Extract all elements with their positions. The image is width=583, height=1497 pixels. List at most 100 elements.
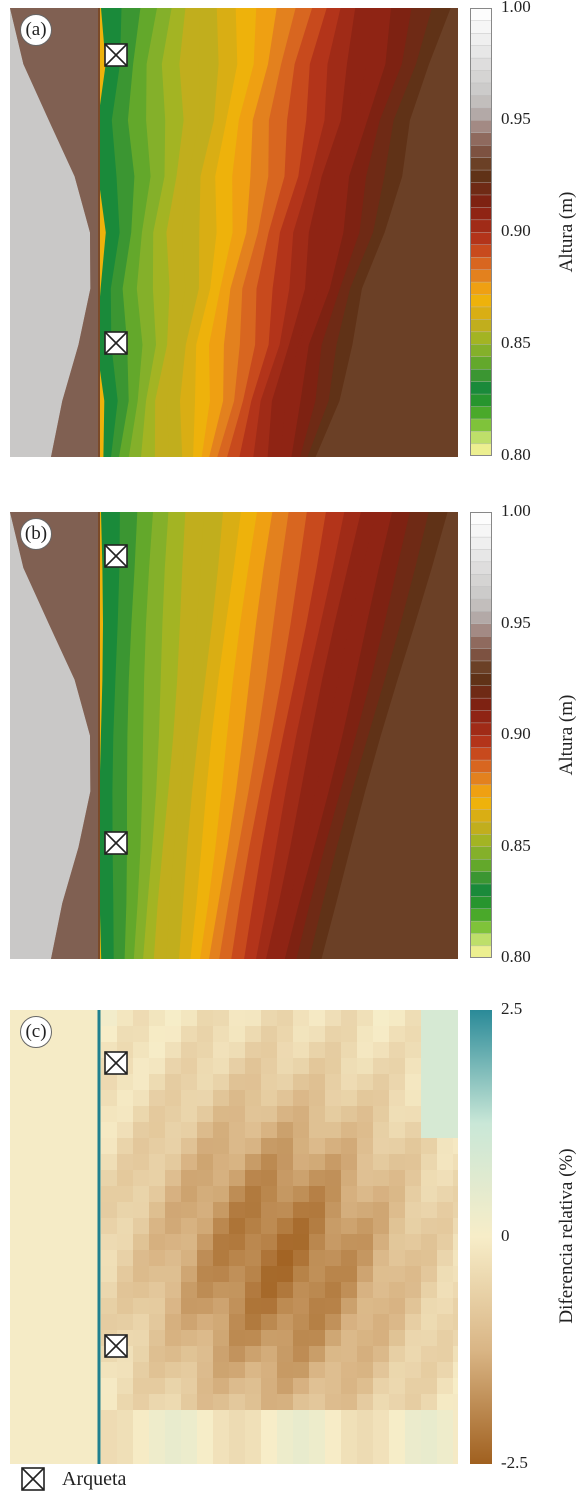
difference-cell xyxy=(133,1058,149,1074)
difference-cell xyxy=(149,1042,165,1058)
difference-cell xyxy=(373,1314,389,1330)
difference-cell xyxy=(277,1250,293,1266)
difference-cell xyxy=(117,1458,133,1464)
difference-cell xyxy=(453,1042,458,1058)
difference-cell xyxy=(325,1458,341,1464)
difference-cell xyxy=(309,1074,325,1090)
difference-cell xyxy=(421,1202,437,1218)
difference-cell xyxy=(421,1154,437,1170)
difference-cell xyxy=(181,1394,197,1410)
difference-cell xyxy=(165,1106,181,1122)
difference-cell xyxy=(117,1234,133,1250)
difference-cell xyxy=(229,1394,245,1410)
colorbar-step xyxy=(469,710,493,724)
difference-cell xyxy=(389,1426,405,1442)
difference-cell xyxy=(373,1186,389,1202)
difference-cell xyxy=(261,1330,277,1346)
difference-cell xyxy=(389,1074,405,1090)
difference-cell xyxy=(149,1106,165,1122)
difference-cell xyxy=(229,1042,245,1058)
difference-cell xyxy=(453,1346,458,1362)
difference-cell xyxy=(245,1010,261,1026)
difference-cell xyxy=(309,1138,325,1154)
difference-cell xyxy=(421,1442,437,1458)
difference-cell xyxy=(197,1458,213,1464)
colorbar-step xyxy=(469,356,493,370)
difference-cell xyxy=(133,1282,149,1298)
colorbar-step xyxy=(469,833,493,848)
difference-cell xyxy=(421,1266,437,1282)
difference-cell xyxy=(309,1298,325,1314)
difference-cell xyxy=(277,1394,293,1410)
height-band xyxy=(321,512,458,959)
difference-cell xyxy=(181,1154,197,1170)
difference-cell xyxy=(325,1026,341,1042)
difference-cell xyxy=(181,1122,197,1138)
colorbar-tick-label: 0.85 xyxy=(501,835,531,855)
difference-cell xyxy=(213,1442,229,1458)
difference-cell xyxy=(133,1026,149,1042)
difference-cell xyxy=(453,1058,458,1074)
colorbar-step xyxy=(469,685,493,699)
difference-cell xyxy=(357,1106,373,1122)
difference-cell xyxy=(213,1106,229,1122)
difference-cell xyxy=(149,1090,165,1106)
difference-cell xyxy=(389,1122,405,1138)
difference-cell xyxy=(357,1346,373,1362)
difference-cell xyxy=(421,1314,437,1330)
difference-cell xyxy=(421,1394,437,1410)
difference-cell xyxy=(293,1090,309,1106)
difference-cell xyxy=(117,1266,133,1282)
difference-cell xyxy=(165,1058,181,1074)
difference-cell xyxy=(309,1330,325,1346)
difference-cell xyxy=(421,1106,437,1122)
difference-cell xyxy=(389,1170,405,1186)
difference-cell xyxy=(245,1266,261,1282)
difference-cell xyxy=(373,1410,389,1426)
difference-cell xyxy=(437,1314,453,1330)
difference-cell xyxy=(437,1330,453,1346)
difference-cell xyxy=(133,1298,149,1314)
difference-cell xyxy=(261,1410,277,1426)
difference-cell xyxy=(245,1106,261,1122)
colorbar-step xyxy=(469,318,493,333)
difference-cell xyxy=(197,1186,213,1202)
difference-cell xyxy=(213,1314,229,1330)
difference-cell xyxy=(149,1122,165,1138)
difference-cell xyxy=(453,1154,458,1170)
difference-cell xyxy=(133,1106,149,1122)
colorbar-step xyxy=(469,7,493,21)
heatmap-panel-a: (a) xyxy=(10,8,458,457)
colorbar-step xyxy=(469,94,493,109)
difference-cell xyxy=(389,1202,405,1218)
difference-cell xyxy=(389,1154,405,1170)
difference-cell xyxy=(341,1378,357,1394)
difference-cell xyxy=(341,1010,357,1026)
difference-cell xyxy=(421,1122,437,1138)
difference-cell xyxy=(117,1090,133,1106)
height-band xyxy=(315,8,458,457)
difference-cell xyxy=(357,1090,373,1106)
difference-cell xyxy=(309,1458,325,1464)
difference-cell xyxy=(437,1186,453,1202)
difference-cell xyxy=(261,1250,277,1266)
difference-cell xyxy=(405,1362,421,1378)
difference-cell xyxy=(405,1202,421,1218)
colorbar-step xyxy=(469,144,493,158)
difference-cell xyxy=(149,1154,165,1170)
difference-cell xyxy=(245,1394,261,1410)
colorbar-step xyxy=(469,536,493,550)
difference-cell xyxy=(197,1362,213,1378)
difference-cell xyxy=(197,1250,213,1266)
difference-cell xyxy=(229,1218,245,1234)
difference-cell xyxy=(341,1138,357,1154)
colorbar-tick-label: 0.80 xyxy=(501,445,531,464)
difference-cell xyxy=(405,1394,421,1410)
difference-cell xyxy=(229,1138,245,1154)
difference-cell xyxy=(213,1410,229,1426)
difference-cell xyxy=(181,1218,197,1234)
difference-cell xyxy=(101,1202,117,1218)
difference-cell xyxy=(197,1090,213,1106)
difference-cell xyxy=(437,1170,453,1186)
difference-cell xyxy=(453,1442,458,1458)
